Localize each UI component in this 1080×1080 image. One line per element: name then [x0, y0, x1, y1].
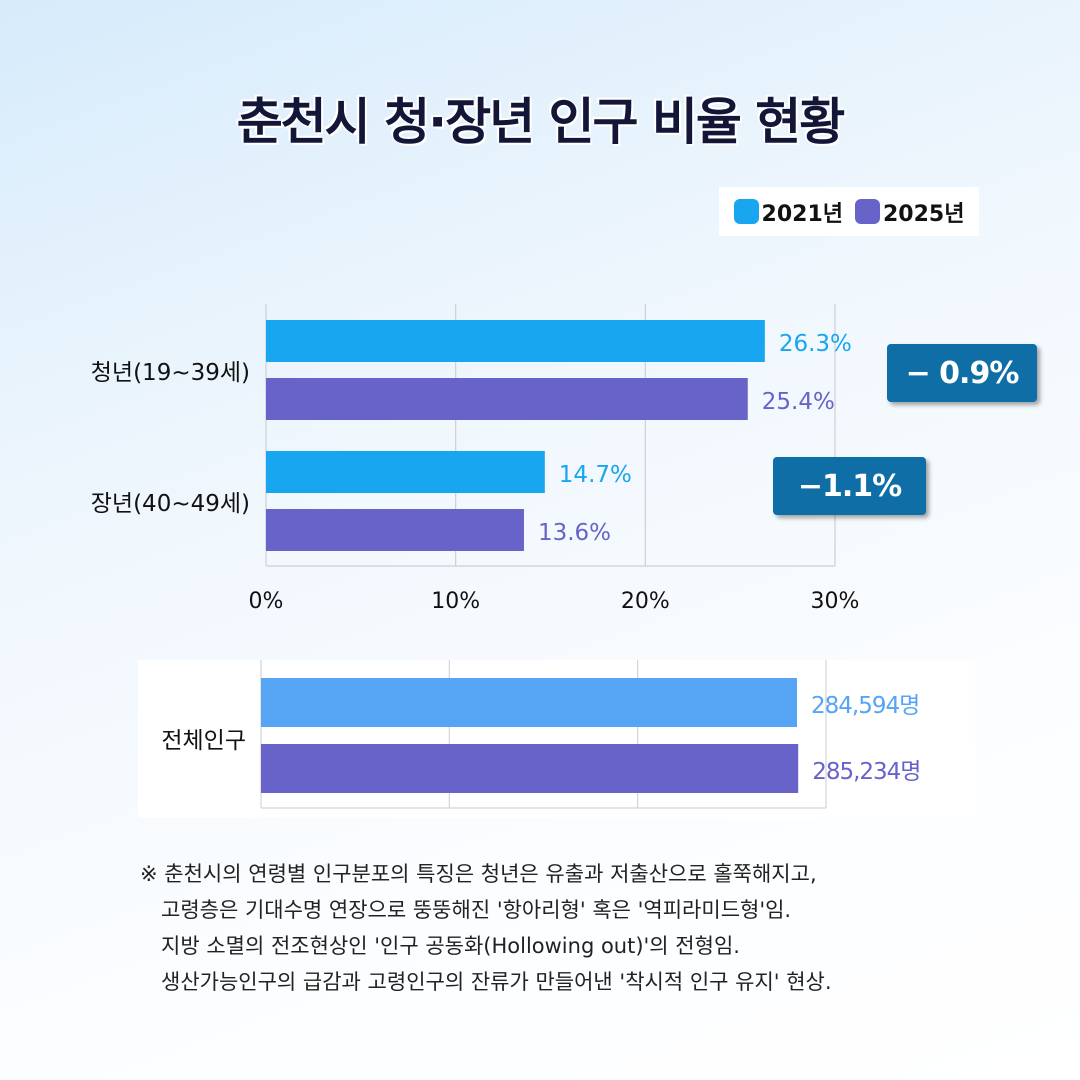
data-label: 25.4% — [762, 389, 835, 415]
bar-2021년 — [261, 678, 797, 727]
bar-2021년 — [266, 451, 545, 493]
data-label: 14.7% — [559, 462, 632, 488]
legend-swatch-2025 — [855, 199, 880, 224]
bar-2025년 — [266, 509, 524, 551]
footnote: ※ 춘천시의 연령별 인구분포의 특징은 청년은 유출과 저출산으로 홀쭉해지고… — [140, 856, 832, 1000]
data-label: 13.6% — [538, 520, 611, 546]
x-tick-label: 30% — [811, 589, 860, 614]
category-label: 전체인구 — [161, 728, 246, 754]
data-label: 285,234명 — [812, 759, 920, 785]
footnote-line: 고령층은 기대수명 연장으로 뚱뚱해진 '항아리형' 혹은 '역피라미드형'임. — [161, 898, 792, 922]
legend-item-2025: 2025년 — [855, 196, 964, 228]
page-title: 춘천시 청·장년 인구 비율 현황 — [236, 93, 846, 151]
footnote-line: ※ 춘천시의 연령별 인구분포의 특징은 청년은 유출과 저출산으로 홀쭉해지고… — [140, 856, 832, 892]
change-badge-middle: −1.1% — [773, 457, 926, 515]
data-label: 284,594명 — [811, 693, 919, 719]
legend-swatch-2021 — [733, 199, 759, 224]
category-label: 청년(19~39세) — [91, 360, 250, 386]
footnote-text: 춘천시의 연령별 인구분포의 특징은 청년은 유출과 저출산으로 홀쭉해지고, — [164, 862, 817, 886]
legend: 2021년 2025년 — [719, 187, 979, 236]
bar-2025년 — [266, 378, 748, 420]
x-tick-label: 0% — [249, 589, 284, 614]
change-badge-youth: − 0.9% — [887, 344, 1037, 402]
footnote-line: 생산가능인구의 급감과 고령인구의 잔류가 만들어낸 '착시적 인구 유지' 현… — [161, 970, 832, 994]
legend-label-2021: 2021년 — [761, 201, 843, 227]
data-label: 26.3% — [779, 331, 852, 357]
x-tick-label: 20% — [621, 589, 670, 614]
bar-2021년 — [266, 320, 765, 362]
x-tick-label: 10% — [431, 589, 480, 614]
reference-mark: ※ — [140, 862, 158, 886]
bar-2025년 — [261, 744, 799, 793]
legend-label-2025: 2025년 — [883, 201, 965, 227]
category-label: 장년(40~49세) — [91, 491, 250, 517]
footnote-line: 지방 소멸의 전조현상인 '인구 공동화(Hollowing out)'의 전형… — [161, 934, 740, 958]
legend-item-2021: 2021년 — [733, 196, 843, 228]
